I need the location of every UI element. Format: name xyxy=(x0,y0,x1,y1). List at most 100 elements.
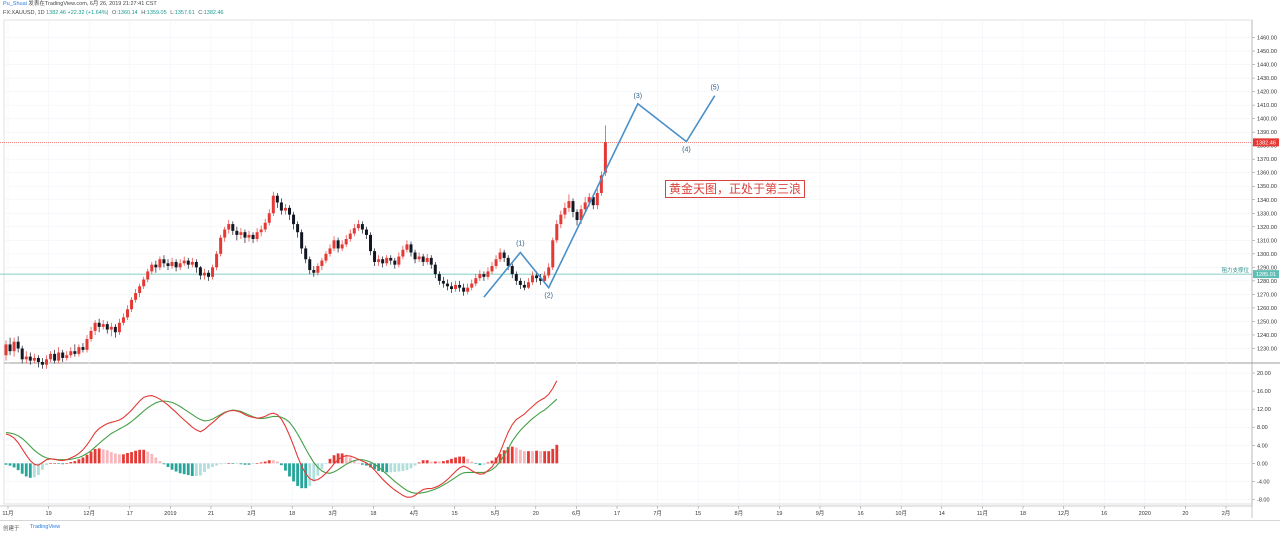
macd-histogram-bar xyxy=(97,448,101,464)
candle-body xyxy=(421,256,425,262)
time-tick-label: 15 xyxy=(695,511,701,517)
candle-body xyxy=(227,224,231,230)
time-tick-label: 19 xyxy=(46,511,52,517)
candle-body xyxy=(454,284,458,289)
macd-histogram-bar xyxy=(348,457,352,464)
candle-body xyxy=(377,259,381,262)
candle-body xyxy=(73,351,77,354)
macd-histogram-bar xyxy=(174,463,178,472)
wave-label: (2) xyxy=(544,293,553,300)
candle-body xyxy=(458,284,462,288)
candle-body xyxy=(466,287,470,292)
time-tick-label: 15 xyxy=(452,511,458,517)
macd-histogram-bar xyxy=(397,463,401,472)
macd-histogram-bar xyxy=(518,449,522,464)
candle-body xyxy=(28,356,32,361)
candle-body xyxy=(296,224,300,233)
macd-histogram-bar xyxy=(203,463,206,472)
macd-histogram-bar xyxy=(514,447,518,464)
candle-body xyxy=(49,353,53,360)
candle-body xyxy=(178,263,182,268)
macd-histogram-bar xyxy=(482,463,486,465)
macd-histogram-bar xyxy=(389,463,393,473)
macd-histogram-bar xyxy=(219,463,223,465)
macd-histogram-bar xyxy=(243,463,247,465)
price-panel: 阻力支撑位 (1) (2) (3) (4) (5) xyxy=(0,85,1252,369)
macd-histogram-bar xyxy=(113,453,117,464)
chart-axes: 1460.001450.001440.001430.001420.001410.… xyxy=(2,36,1279,517)
price-tick-label: 1310.00 xyxy=(1257,238,1277,244)
macd-histogram-bar xyxy=(425,460,429,464)
candle-body xyxy=(482,274,486,277)
candle-body xyxy=(506,257,510,267)
macd-histogram-bar xyxy=(442,461,445,464)
macd-histogram-bar xyxy=(510,446,514,464)
macd-histogram-bar xyxy=(316,463,320,476)
candle-body xyxy=(332,240,336,249)
candle-body xyxy=(267,213,271,223)
candle-body xyxy=(518,280,522,285)
high-label: H: xyxy=(141,10,147,16)
macd-histogram-bar xyxy=(85,454,89,464)
macd-histogram-bar xyxy=(41,463,44,470)
last-price-tag xyxy=(1253,138,1279,147)
macd-histogram-bar xyxy=(166,463,170,467)
candle-body xyxy=(393,260,397,265)
time-tick-label: 8月 xyxy=(735,510,744,517)
candle-body xyxy=(595,193,599,206)
macd-histogram-bar xyxy=(450,458,453,464)
candle-body xyxy=(186,260,190,265)
price-tick-label: 1390.00 xyxy=(1257,130,1277,136)
macd-histogram-bar xyxy=(539,451,542,464)
candle-body xyxy=(126,309,129,318)
macd-histogram-bar xyxy=(194,463,198,476)
candle-body xyxy=(344,238,348,245)
candle-body xyxy=(514,274,518,281)
candle-body xyxy=(117,322,121,333)
time-tick-label: 20 xyxy=(1182,511,1188,517)
macd-histogram-bar xyxy=(235,463,239,464)
candle-body xyxy=(113,326,117,333)
macd-histogram-bar xyxy=(413,463,417,466)
price-tick-label: 1330.00 xyxy=(1257,211,1277,217)
wave-annotation[interactable]: 黄金天图，正处于第三浪 xyxy=(665,180,806,198)
macd-histogram-bar xyxy=(170,463,174,470)
macd-histogram-bar xyxy=(227,463,231,464)
macd-histogram-bar xyxy=(454,457,457,464)
macd-histogram-bar xyxy=(486,462,490,464)
author-name[interactable]: Pu_Shuai xyxy=(3,1,27,7)
candle-body xyxy=(57,352,61,361)
macd-histogram-bar xyxy=(535,450,538,464)
candle-body xyxy=(316,266,320,273)
macd-histogram-bar xyxy=(146,451,150,464)
tradingview-logo[interactable]: TradingView xyxy=(30,524,61,530)
candle-body xyxy=(478,274,482,279)
price-tick-label: 1270.00 xyxy=(1257,292,1277,298)
candle-body xyxy=(138,286,142,294)
macd-histogram-bar xyxy=(433,461,437,464)
macd-histogram-bar xyxy=(369,463,372,468)
candle-body xyxy=(373,251,377,262)
macd-histogram-bar xyxy=(154,457,158,464)
wave-label: (5) xyxy=(710,85,719,92)
candle-body xyxy=(4,344,8,356)
candle-body xyxy=(45,359,48,365)
candle-body xyxy=(308,259,312,271)
support-price-tag xyxy=(1253,270,1279,279)
candle-body xyxy=(340,244,344,249)
price-tick-label: 1460.00 xyxy=(1257,36,1277,42)
publish-text: 发表在TradingView.com, 6月 26, 2019 21:27:41… xyxy=(28,1,157,7)
support-resistance-label: 阻力支撑位 xyxy=(1221,266,1249,274)
macd-histogram-bar xyxy=(190,463,194,476)
macd-histogram-bar xyxy=(502,450,506,464)
macd-histogram-bar xyxy=(446,460,449,464)
candle-body xyxy=(170,261,174,267)
candle-body xyxy=(441,280,445,284)
macd-histogram-bar xyxy=(312,463,316,482)
candle-body xyxy=(65,355,69,358)
time-tick-label: 10月 xyxy=(895,510,907,517)
candle-body xyxy=(69,351,73,356)
macd-histogram-bar xyxy=(223,463,227,464)
time-tick-label: 12月 xyxy=(83,510,95,517)
